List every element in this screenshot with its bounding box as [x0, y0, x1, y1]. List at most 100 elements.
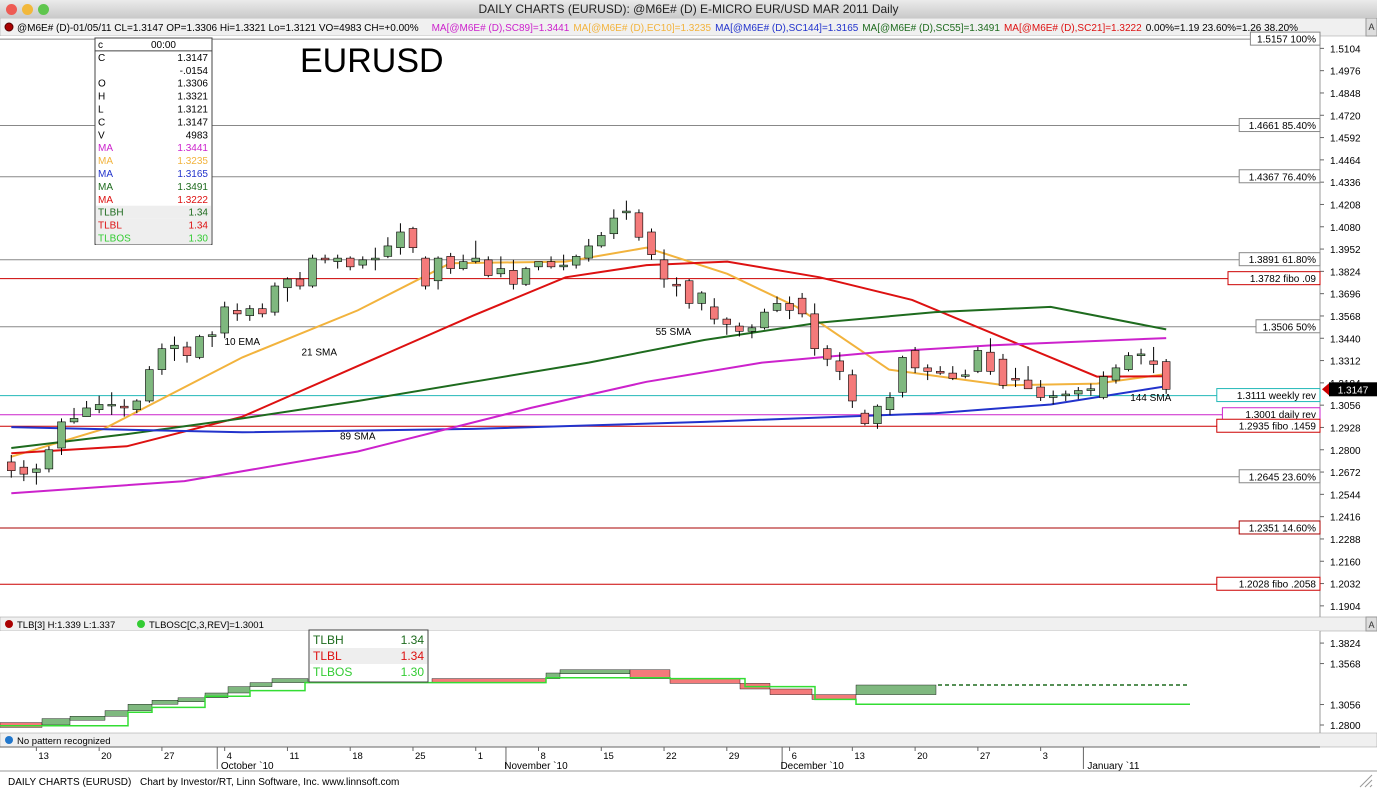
candle-body	[308, 257, 317, 287]
level-label-box	[1238, 169, 1321, 184]
candle-body	[848, 374, 857, 402]
candle-body	[120, 405, 129, 409]
candle-body	[421, 257, 430, 287]
data-box-symbol: c	[98, 40, 103, 51]
candle-body	[1149, 360, 1158, 365]
y-tick-label: 1.2672	[1330, 468, 1361, 479]
window-title: DAILY CHARTS (EURUSD): @M6E# (D) E-MICRO…	[478, 2, 899, 16]
y-tick-label: 1.3824	[1330, 267, 1361, 278]
tlb-brick	[249, 682, 273, 687]
level-label-box	[1227, 271, 1321, 286]
candle-body	[961, 374, 970, 377]
candle-body	[145, 369, 154, 402]
tlb-brick	[69, 716, 106, 721]
candle-body	[785, 303, 794, 311]
candle-body	[923, 367, 932, 372]
candle-body	[1136, 353, 1146, 356]
level-label: 1.2935 fibo .1459	[1239, 422, 1317, 433]
candle-body	[760, 311, 769, 329]
candle-body	[1124, 355, 1133, 370]
data-box-value: 1.3235	[177, 156, 208, 167]
candle-body	[647, 231, 656, 255]
candle-body	[898, 357, 907, 393]
candle-body	[107, 404, 116, 407]
data-box-value: 1.34	[189, 221, 209, 232]
level-label-box	[1216, 418, 1321, 433]
x-tick-label: 8	[541, 751, 546, 762]
x-tick-label: 20	[917, 751, 928, 762]
candle-body	[835, 360, 844, 372]
candle-body	[885, 397, 895, 410]
header-value: MA[@M6E# (D),SC21]=1.3222	[1004, 23, 1142, 34]
tlb-brick	[855, 684, 937, 695]
month-label: January `11	[1087, 760, 1140, 772]
data-box-row-bg	[96, 205, 211, 219]
y-tick-label: 1.2928	[1330, 423, 1361, 434]
candle-body	[320, 257, 330, 261]
x-tick-label: 3	[1043, 751, 1048, 762]
tlb-brick	[127, 704, 153, 711]
pattern-status-text: No pattern recognized	[17, 736, 110, 747]
indicator-close-icon	[4, 22, 14, 32]
tlbosc-icon	[137, 620, 145, 628]
minimize-window-button[interactable]	[22, 4, 33, 15]
data-box-label: MA	[98, 169, 113, 180]
level-label-box	[1238, 520, 1321, 535]
level-label-box	[1238, 252, 1321, 267]
candle-body	[697, 292, 706, 304]
data-box-label: C	[98, 117, 105, 128]
chart-canvas: @M6E# (D)-01/05/11 CL=1.3147 OP=1.3306 H…	[0, 18, 1377, 788]
ma-line	[11, 385, 1167, 434]
candle-body	[684, 280, 694, 304]
candle-body	[496, 268, 506, 275]
y-tick-label: 1.1904	[1330, 602, 1361, 613]
level-label-box	[1216, 388, 1321, 403]
tlb-autoscale-button	[1365, 616, 1377, 632]
tlb-y-tick-label: 1.3568	[1330, 660, 1361, 671]
resize-grip-icon[interactable]	[1359, 774, 1373, 788]
tlb-pane	[0, 631, 1320, 733]
candle-body	[94, 404, 104, 410]
x-tick-label: 25	[415, 751, 426, 762]
tlb-y-tick-label: 1.3824	[1330, 639, 1361, 650]
level-label: 1.4661 85.40%	[1249, 121, 1316, 132]
tlb-brick	[177, 697, 206, 702]
close-window-button[interactable]	[6, 4, 17, 15]
tlb-header-text: TLB[3] H:1.339 L:1.337	[17, 620, 115, 631]
data-box-label: TLBOS	[98, 234, 131, 245]
candle-body	[69, 418, 79, 423]
candle-body	[998, 358, 1008, 386]
data-box-value: 1.3147	[177, 117, 208, 128]
tlb-brick	[104, 710, 129, 717]
level-label-box	[1238, 118, 1321, 133]
candle-body	[446, 256, 455, 269]
candle-body	[396, 231, 405, 248]
ma-label: 21 SMA	[301, 348, 337, 359]
ma-label: 55 SMA	[656, 327, 692, 338]
candle-body	[233, 310, 242, 315]
autoscale-button[interactable]	[1365, 18, 1377, 37]
y-tick-label: 1.2416	[1330, 513, 1361, 524]
tlb-brick	[41, 718, 71, 726]
x-tick-label: 13	[854, 751, 865, 762]
candle-body	[408, 228, 418, 248]
y-tick-label: 1.2544	[1330, 490, 1361, 501]
tlb-brick	[151, 700, 179, 705]
data-box-value: 1.3491	[177, 182, 208, 193]
candle-body	[509, 270, 518, 285]
zoom-window-button[interactable]	[38, 4, 49, 15]
candle-body	[622, 210, 631, 214]
candle-body	[534, 261, 543, 268]
data-box-value: 1.30	[189, 234, 209, 245]
header-value: MA[@M6E# (D),SC89]=1.3441	[432, 23, 570, 34]
data-box-value: 1.3441	[177, 143, 208, 154]
x-tick-label: 11	[289, 751, 299, 762]
candle-body	[32, 468, 41, 473]
y-tick-label: 1.3696	[1330, 290, 1361, 301]
candle-body	[1049, 395, 1058, 398]
candle-body	[371, 257, 380, 261]
candle-body	[1036, 386, 1045, 398]
candle-body	[44, 449, 54, 470]
tlb-brick	[769, 688, 813, 695]
candle-body	[358, 259, 367, 266]
